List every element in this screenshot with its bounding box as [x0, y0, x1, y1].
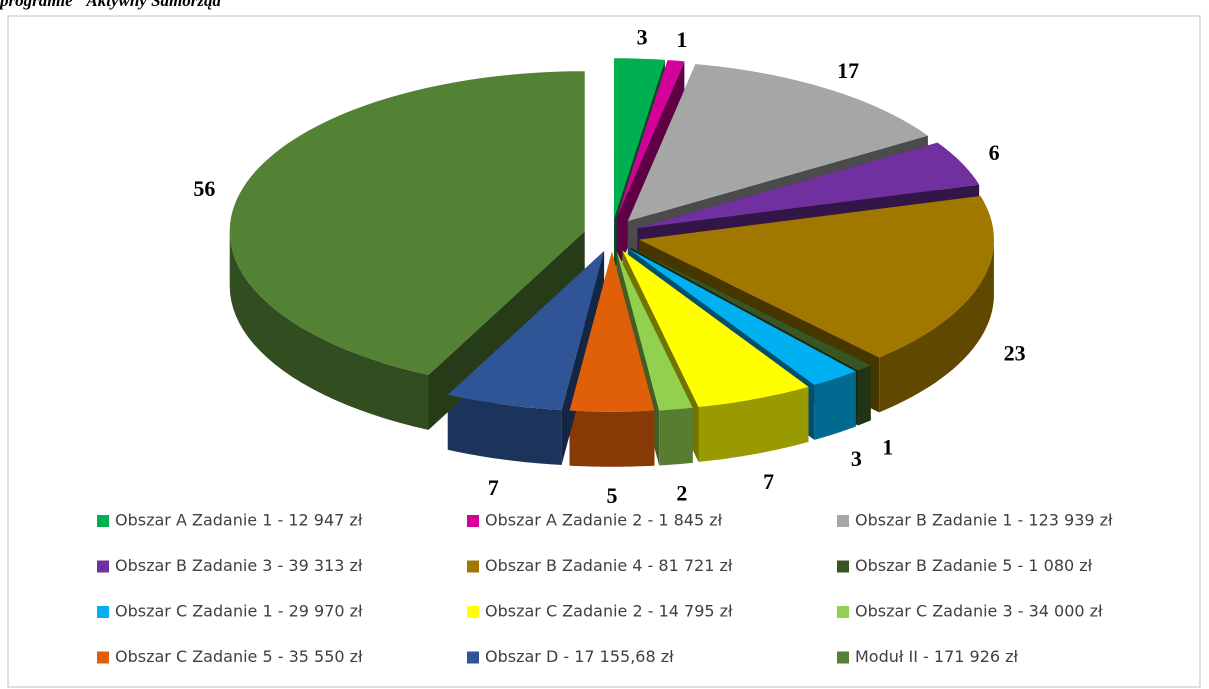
- legend-label: Obszar B Zadanie 3 - 39 313 zł: [115, 556, 363, 575]
- legend-label: Obszar C Zadanie 1 - 29 970 zł: [115, 602, 363, 621]
- data-label: 1: [676, 27, 687, 52]
- data-label: 3: [637, 25, 648, 50]
- legend-label: Obszar C Zadanie 2 - 14 795 zł: [485, 602, 733, 621]
- slice: [569, 251, 655, 412]
- data-label: 5: [607, 483, 618, 508]
- legend-label: Obszar B Zadanie 1 - 123 939 zł: [855, 511, 1113, 530]
- chart-title: programie "Aktywny Samorząd": [0, 0, 230, 10]
- data-label: 7: [763, 469, 774, 494]
- data-label: 17: [837, 58, 859, 83]
- data-label: 6: [989, 140, 1000, 165]
- legend-label: Obszar A Zadanie 1 - 12 947 zł: [115, 511, 363, 530]
- legend-swatch: [467, 560, 479, 573]
- chart-border: [7, 15, 1201, 688]
- data-label: 1: [882, 434, 893, 459]
- slice-tops: [229, 58, 994, 412]
- legend-label: Obszar A Zadanie 2 - 1 845 zł: [485, 511, 723, 530]
- legend-swatch: [837, 606, 849, 618]
- data-label: 23: [1004, 340, 1026, 365]
- legend-label: Obszar B Zadanie 5 - 1 080 zł: [855, 556, 1093, 575]
- slice: [616, 60, 685, 219]
- slice-wall: [569, 410, 655, 467]
- legend-swatch: [467, 606, 479, 618]
- legend-swatch: [97, 606, 109, 618]
- slice-wall: [447, 394, 562, 465]
- data-label: 7: [488, 475, 499, 500]
- slice: [628, 248, 856, 385]
- legend-swatch: [467, 515, 479, 527]
- legend-label: Moduł II - 171 926 zł: [855, 647, 1019, 666]
- slice-wall: [857, 365, 871, 426]
- slice: [616, 251, 693, 411]
- legend-label: Obszar D - 17 155,68 zł: [485, 647, 674, 666]
- legend-swatch: [97, 515, 109, 527]
- slice-wall: [698, 386, 809, 462]
- slice-wall: [814, 371, 856, 440]
- legend-swatch: [97, 651, 109, 664]
- slice-wall: [659, 407, 693, 466]
- slice-wall: [229, 231, 429, 430]
- slice: [627, 64, 928, 222]
- legend-swatch: [97, 560, 109, 573]
- legend-label: Obszar B Zadanie 4 - 81 721 zł: [485, 556, 733, 575]
- data-label: 2: [676, 480, 687, 505]
- legend-label: Obszar C Zadanie 5 - 35 550 zł: [115, 647, 363, 666]
- data-label: 56: [193, 176, 215, 201]
- slice: [637, 142, 980, 229]
- slice: [630, 247, 871, 371]
- slice: [229, 71, 585, 375]
- legend-swatch: [837, 560, 849, 573]
- legend-swatch: [467, 651, 479, 664]
- legend-label: Obszar C Zadanie 3 - 34 000 zł: [855, 602, 1103, 621]
- legend-swatch: [837, 515, 849, 527]
- data-label: 3: [851, 446, 862, 471]
- slice: [447, 251, 605, 410]
- slice: [614, 58, 665, 219]
- slice-wall: [879, 239, 994, 413]
- slice: [638, 196, 994, 358]
- slice: [622, 250, 809, 407]
- legend-swatch: [837, 651, 849, 664]
